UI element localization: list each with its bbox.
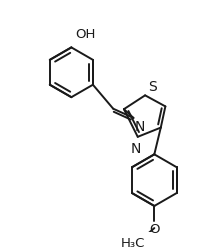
- Text: O: O: [149, 222, 160, 235]
- Text: S: S: [148, 80, 157, 94]
- Text: N: N: [131, 142, 141, 156]
- Text: OH: OH: [75, 28, 95, 41]
- Text: H₃C: H₃C: [121, 236, 145, 249]
- Text: N: N: [134, 119, 145, 133]
